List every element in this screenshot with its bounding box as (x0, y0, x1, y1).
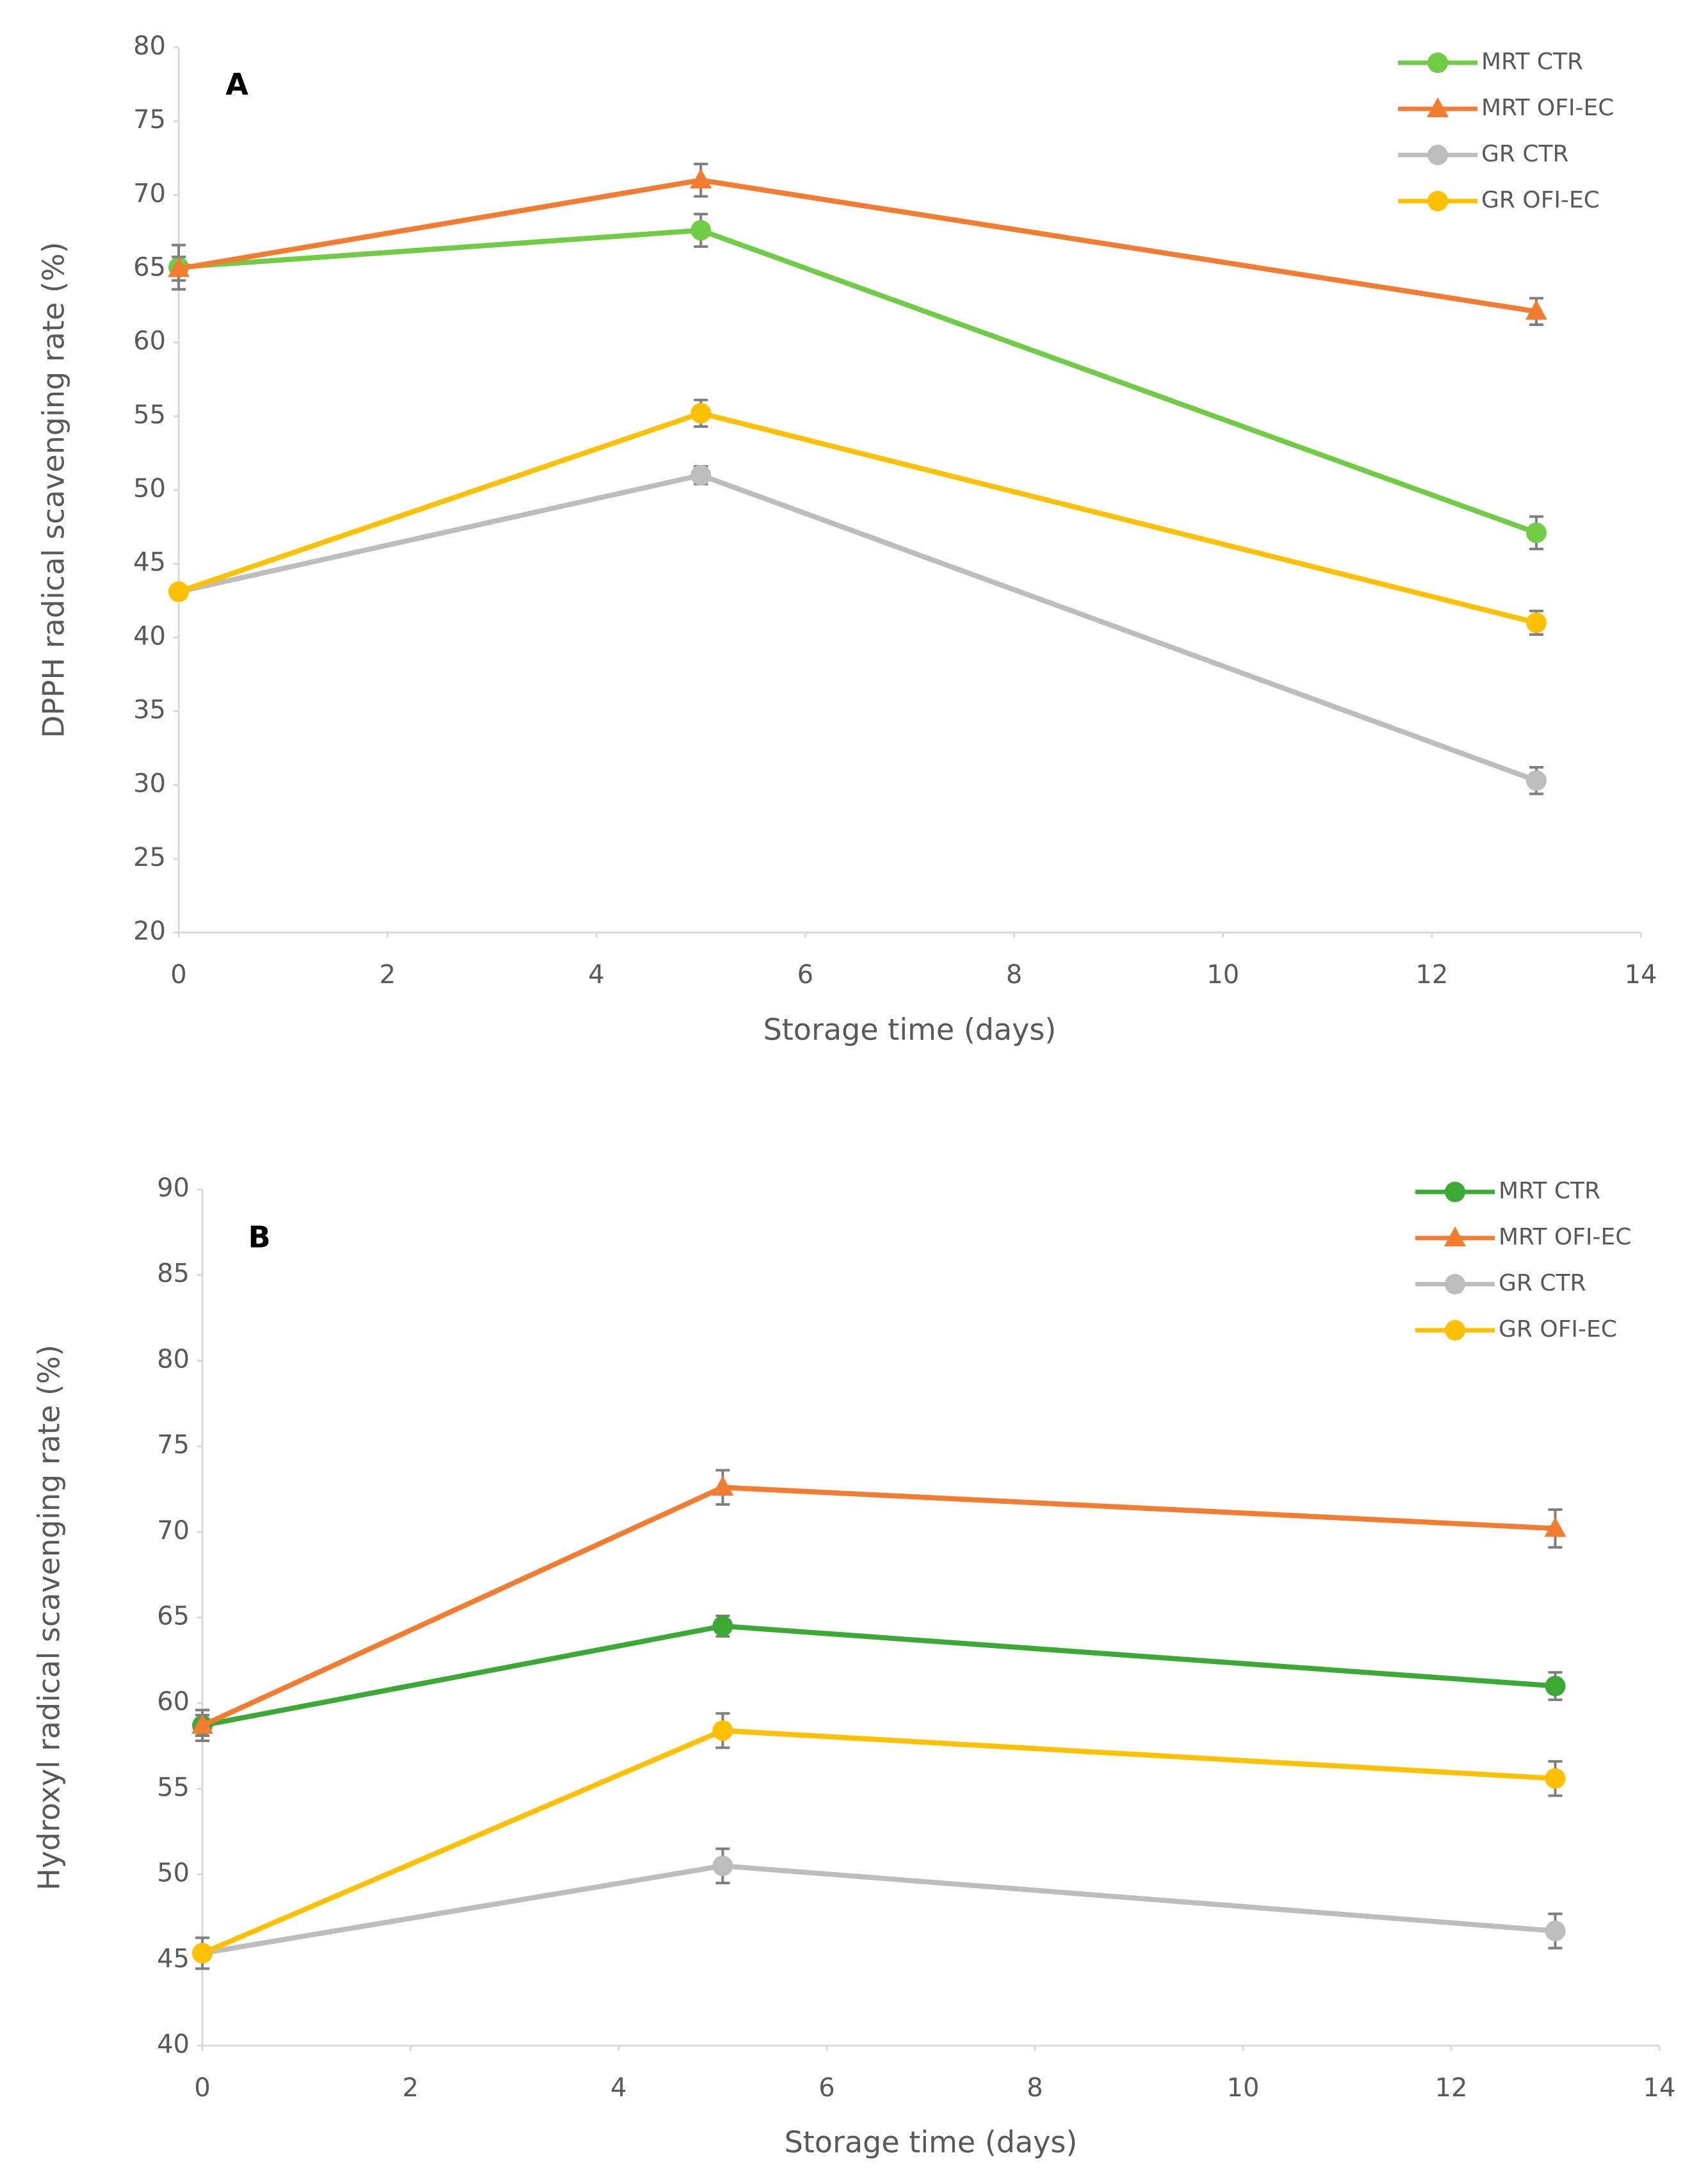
chart: 40 45 50 55 60 65 70 75 80 85 90 0 2 4 6 8 10 12 14 Storage… (32, 1173, 1676, 2160)
legend-label: GR OFI-EC (1481, 187, 1600, 213)
data-point (192, 1943, 213, 1964)
series-line (178, 227, 1538, 535)
data-point (1545, 1768, 1566, 1789)
legend-label: MRT OFI-EC (1481, 95, 1614, 121)
data-point (1544, 1517, 1566, 1537)
y-tick-label: 50 (157, 1859, 190, 1888)
y-axis-title: DPPH radical scavenging rate (%) (37, 242, 71, 738)
legend-label: MRT CTR (1481, 49, 1583, 75)
series-line (201, 1485, 1556, 1728)
data-point (712, 1615, 733, 1636)
x-axis-title: Storage time (days) (763, 1013, 1057, 1047)
y-tick-label: 55 (133, 400, 166, 430)
data-point (1525, 770, 1547, 791)
x-tick-label: 12 (1415, 960, 1448, 990)
legend-marker (1445, 1182, 1465, 1202)
x-tick-label: 2 (402, 2073, 418, 2103)
legend-marker (1427, 145, 1448, 165)
legend-label: GR OFI-EC (1499, 1316, 1617, 1342)
data-point (168, 581, 189, 602)
series-line (178, 177, 1537, 314)
y-tick-label: 65 (157, 1602, 190, 1631)
y-tick-label: 60 (157, 1687, 190, 1716)
series-line (177, 411, 1537, 626)
x-tick-label: 6 (797, 960, 813, 990)
series-line (202, 1863, 1556, 1956)
x-tick-label: 14 (1625, 960, 1657, 990)
x-tick-label: 4 (610, 2073, 626, 2103)
y-tick-label: 70 (157, 1516, 190, 1545)
data-point (1525, 300, 1547, 320)
y-tick-label: 50 (133, 474, 166, 503)
data-point (712, 1855, 733, 1877)
data-point (1525, 522, 1547, 543)
data-point (712, 1720, 733, 1741)
chart: 20 25 30 35 40 45 50 55 60 65 70 75 80 0 2 4 6 8 10 12 14 Sto… (37, 31, 1657, 1047)
data-point (1525, 612, 1547, 633)
x-tick-label: 8 (1027, 2073, 1043, 2103)
y-tick-label: 60 (133, 327, 166, 356)
y-axis-title: Hydroxyl radical scavenging rate (%) (32, 1344, 67, 1890)
x-tick-label: 2 (379, 960, 395, 990)
legend-marker (1445, 1274, 1465, 1294)
data-point (712, 1476, 734, 1496)
y-tick-label: 45 (157, 1944, 190, 1973)
y-tick-label: 90 (157, 1173, 190, 1203)
panel-label: B (248, 1220, 270, 1255)
legend-marker (1427, 191, 1448, 211)
y-tick-label: 85 (157, 1259, 190, 1289)
legend-label: MRT CTR (1499, 1178, 1600, 1204)
x-tick-label: 10 (1207, 960, 1239, 990)
x-tick-label: 0 (170, 960, 186, 990)
data-point (690, 403, 712, 424)
legend-label: GR CTR (1481, 141, 1569, 167)
data-point (191, 1713, 213, 1734)
panel-label: A (225, 67, 248, 102)
legend-marker (1444, 1227, 1466, 1246)
x-tick-label: 14 (1643, 2073, 1676, 2103)
legend-marker (1445, 1320, 1465, 1341)
data-point (690, 168, 712, 189)
data-point (1545, 1676, 1566, 1697)
y-tick-label: 80 (133, 31, 166, 61)
y-tick-label: 75 (157, 1430, 190, 1460)
data-point (690, 464, 712, 485)
series-line (202, 1623, 1556, 1728)
y-tick-label: 75 (133, 105, 166, 135)
x-tick-label: 10 (1227, 2073, 1260, 2103)
y-tick-label: 20 (133, 917, 166, 946)
x-tick-label: 12 (1435, 2073, 1468, 2103)
data-point (168, 257, 190, 277)
data-point (690, 220, 712, 241)
y-tick-label: 65 (133, 253, 166, 282)
legend-marker (1427, 53, 1448, 73)
x-tick-label: 6 (818, 2073, 834, 2103)
y-tick-label: 45 (133, 548, 166, 577)
legend-label: GR CTR (1499, 1270, 1586, 1296)
y-tick-label: 70 (133, 179, 166, 208)
legend-marker (1427, 97, 1449, 117)
y-tick-label: 30 (133, 769, 166, 799)
y-tick-label: 35 (133, 696, 166, 725)
y-tick-label: 40 (133, 621, 166, 651)
y-tick-label: 80 (157, 1344, 190, 1374)
y-tick-label: 40 (157, 2030, 190, 2059)
x-tick-label: 8 (1006, 960, 1022, 990)
data-point (1545, 1920, 1566, 1941)
y-tick-label: 55 (157, 1773, 190, 1802)
x-tick-label: 0 (194, 2073, 210, 2103)
legend-label: MRT OFI-EC (1499, 1224, 1631, 1250)
x-axis-title: Storage time (days) (785, 2125, 1078, 2160)
y-tick-label: 25 (133, 843, 166, 872)
x-tick-label: 4 (589, 960, 605, 990)
